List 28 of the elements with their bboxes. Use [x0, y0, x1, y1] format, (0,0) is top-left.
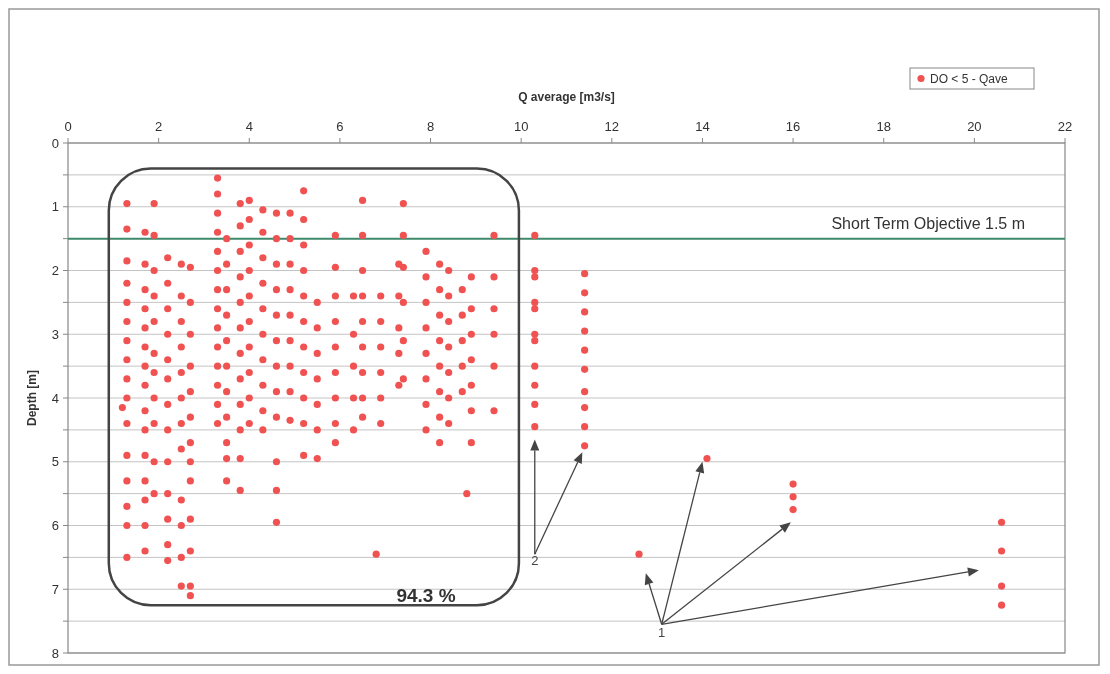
y-tick-label: 7	[51, 581, 59, 597]
y-tick-label: 6	[51, 518, 59, 533]
x-tick-label: 0	[64, 119, 72, 134]
y-tick-label: 1	[51, 199, 59, 215]
x-tick-label: 20	[967, 119, 982, 134]
x-tick-label: 6	[336, 119, 344, 134]
x-tick-label: 14	[695, 119, 710, 134]
x-tick-label: 8	[426, 119, 435, 134]
y-tick-label: 3	[51, 326, 59, 342]
ref-line-label: Short Term Objective 1.5 m	[831, 214, 1025, 232]
x-axis-title: Q average [m3/s]	[518, 90, 615, 104]
y-tick-label: 5	[51, 454, 59, 470]
x-tick-label: 4	[245, 119, 253, 134]
y-tick-label: 2	[51, 263, 59, 278]
annotation: 94.3 %	[396, 585, 456, 606]
x-tick-label: 22	[1057, 119, 1073, 134]
x-tick-label: 10	[513, 119, 529, 134]
legend-label: DO < 5 - Qave	[930, 72, 1009, 86]
x-tick-label: 2	[155, 119, 163, 134]
annotation: 2	[531, 553, 539, 569]
x-tick-label: 12	[604, 119, 620, 134]
y-axis-title: Depth [m]	[25, 370, 39, 426]
y-tick-label: 4	[51, 390, 59, 406]
y-tick-label: 0	[51, 135, 59, 151]
y-tick-label: 8	[51, 645, 59, 661]
annotation: 1	[658, 625, 666, 641]
x-tick-label: 16	[785, 119, 801, 134]
x-tick-label: 18	[876, 119, 891, 134]
